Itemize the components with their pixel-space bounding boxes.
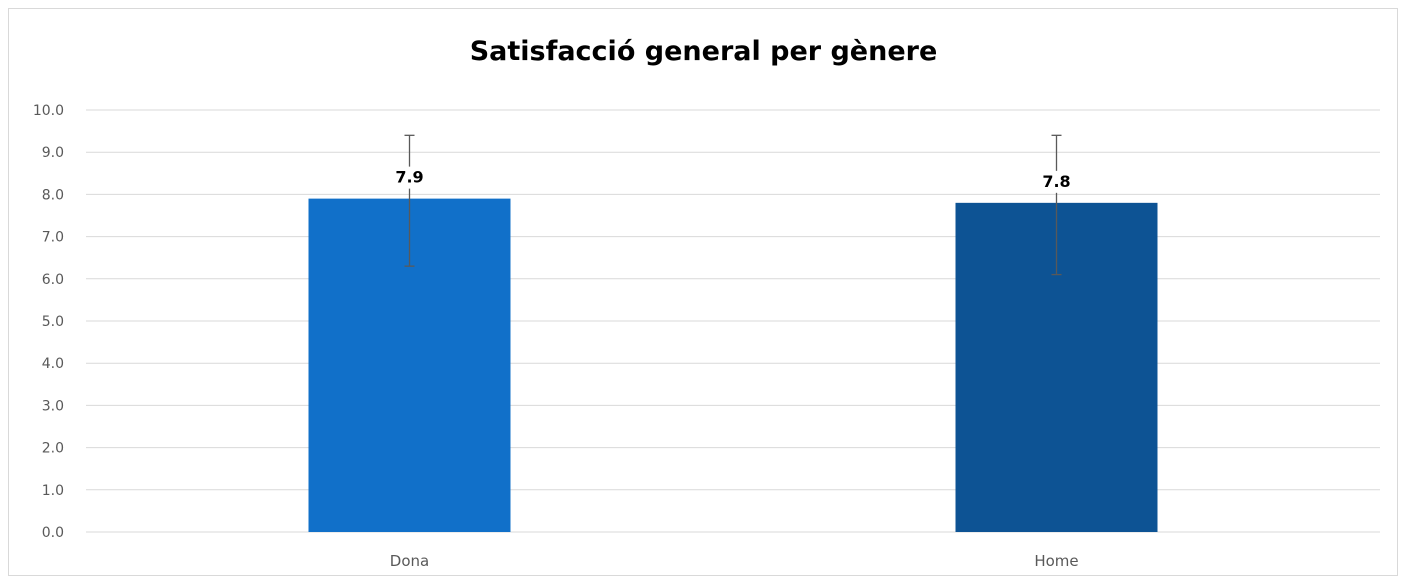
y-tick-label: 8.0 [42,187,64,203]
data-label: 7.8 [1042,172,1070,191]
y-tick-label: 1.0 [42,483,64,499]
y-tick-label: 4.0 [42,356,64,372]
data-label-background [1037,170,1076,193]
y-tick-label: 10.0 [33,103,64,119]
chart-frame [8,8,1398,576]
x-category-label: Dona [390,552,429,570]
y-tick-label: 6.0 [42,272,64,288]
chart-title: Satisfacció general per gènere [469,36,938,67]
y-tick-label: 2.0 [42,441,64,457]
x-category-label: Home [1034,552,1078,570]
y-tick-label: 0.0 [42,525,64,541]
y-tick-label: 5.0 [42,314,64,330]
y-tick-label: 9.0 [42,145,64,161]
data-label: 7.9 [395,168,423,187]
data-label-background [390,166,429,189]
y-tick-label: 7.0 [42,230,64,246]
y-tick-label: 3.0 [42,398,64,414]
